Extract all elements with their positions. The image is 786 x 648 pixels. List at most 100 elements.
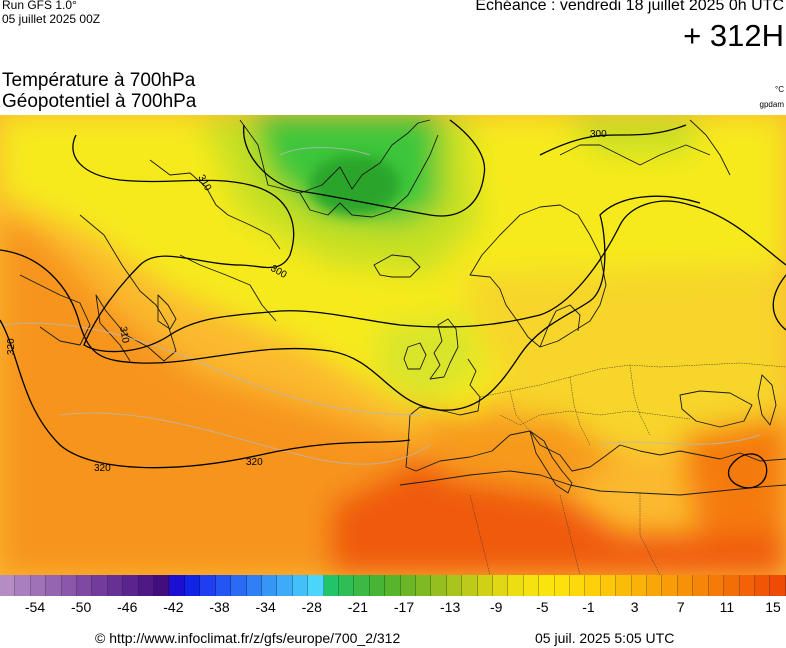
contour-line <box>0 195 701 411</box>
run-date: 05 juillet 2025 00Z <box>2 12 101 26</box>
caspian <box>757 374 777 426</box>
border-line <box>509 390 531 432</box>
novaya-zemlya <box>689 119 731 176</box>
colorbar-cell <box>169 575 185 596</box>
colorbar-cell <box>246 575 262 596</box>
coastlines <box>19 119 786 496</box>
generation-date: 05 juil. 2025 5:05 UTC <box>535 630 675 646</box>
border-line <box>559 494 581 575</box>
canada-coast <box>79 214 177 362</box>
mediterranean-north <box>491 430 786 472</box>
colorbar-tick-label: -5 <box>536 599 549 615</box>
colorbar-tick-label: -9 <box>490 599 503 615</box>
contour-label: 300 <box>590 129 607 140</box>
colorbar-tick-label: -28 <box>301 599 322 615</box>
colorbar-cell <box>138 575 155 596</box>
unit-temperature: °C <box>775 85 784 94</box>
colorbar-tick-label: -17 <box>393 599 415 615</box>
europe-west-coast <box>405 358 493 472</box>
contour-line <box>72 134 786 353</box>
colorbar-tick-label: -46 <box>117 599 138 615</box>
colorbar-cell <box>415 575 432 596</box>
isotherm <box>59 412 431 465</box>
colorbar-cell <box>662 575 678 596</box>
africa-north <box>399 470 786 496</box>
colorbar-cell <box>600 575 617 596</box>
weather-map: 300 300 310 310 320 320 320 <box>0 115 786 575</box>
copyright-url: © http://www.infoclimat.fr/z/gfs/europe/… <box>95 630 401 646</box>
colorbar-tick-label: 3 <box>630 599 639 615</box>
iceland <box>373 254 421 278</box>
greenland-coast <box>239 119 431 194</box>
colorbar-tick-label: -42 <box>163 599 184 615</box>
colorbar-tick-label: -38 <box>209 599 230 615</box>
colorbar-cell <box>708 575 725 596</box>
colorbar-cell <box>61 575 78 596</box>
temperature-colorbar <box>0 575 786 596</box>
colorbar-cell <box>400 575 416 596</box>
hot-zone-africa <box>330 455 786 575</box>
colorbar-cell <box>184 575 201 596</box>
colorbar-cell <box>77 575 93 596</box>
colorbar-cell <box>693 575 709 596</box>
contour-line <box>772 274 786 331</box>
newfoundland <box>157 294 177 330</box>
colorbar-cell <box>539 575 555 596</box>
border-line <box>639 493 661 575</box>
contour-label: 320 <box>246 457 263 468</box>
isotherm <box>0 322 421 416</box>
colorbar-cell <box>446 575 463 596</box>
border-line <box>629 364 651 436</box>
colorbar-cell <box>754 575 771 596</box>
kola-coast <box>559 144 711 166</box>
colorbar-cell <box>354 575 370 596</box>
colorbar-cell <box>677 575 694 596</box>
colorbar-cell <box>770 575 786 596</box>
colorbar-cell <box>631 575 648 596</box>
colorbar-cell <box>0 575 16 596</box>
colorbar-cell <box>323 575 339 596</box>
hudson-bay <box>19 274 91 346</box>
colorbar-cell <box>107 575 124 596</box>
isotherm <box>279 147 371 156</box>
colorbar-cell <box>493 575 509 596</box>
lead-time: + 312H <box>683 18 784 53</box>
contour-label: 320 <box>6 338 17 355</box>
colorbar-cell <box>554 575 571 596</box>
map-title-geopotential: Géopotentiel à 700hPa <box>2 91 197 112</box>
contour-line <box>243 119 486 217</box>
colorbar-cell <box>462 575 478 596</box>
black-sea <box>679 390 753 428</box>
colorbar-cell <box>292 575 309 596</box>
colorbar-cell <box>739 575 755 596</box>
colorbar-cell <box>277 575 293 596</box>
contour-label: 310 <box>117 326 131 345</box>
colorbar-tick-label: 11 <box>719 599 735 615</box>
colorbar-cell <box>508 575 524 596</box>
colorbar-tick-label: -21 <box>347 599 368 615</box>
baltic <box>539 304 581 348</box>
unit-geopotential: gpdam <box>759 100 784 109</box>
colorbar-tick-label: 7 <box>676 599 685 615</box>
greenland-south <box>299 134 439 218</box>
colorbar-cell <box>154 575 170 596</box>
colorbar-tick-label: -54 <box>24 599 46 615</box>
contour-label: 320 <box>94 463 111 474</box>
contour-line <box>539 124 687 156</box>
contour-line <box>0 319 411 469</box>
map-title-temperature: Température à 700hPa <box>2 70 196 91</box>
colorbar-cell <box>523 575 540 596</box>
run-label: Run GFS 1.0° <box>2 0 77 12</box>
geopotential-contours <box>0 119 786 489</box>
colorbar-cell <box>431 575 447 596</box>
warm-zone-west <box>0 215 420 575</box>
hot-zone-east <box>680 415 786 535</box>
colorbar-cell <box>724 575 740 596</box>
colorbar-tick-label: 15 <box>765 599 781 615</box>
colorbar-cell <box>231 575 247 596</box>
border-line <box>469 494 491 575</box>
forecast-valid-time: Echéance : vendredi 18 juillet 2025 0h U… <box>475 0 784 14</box>
colorbar-cell <box>15 575 31 596</box>
colorbar-cell <box>585 575 601 596</box>
border-line <box>479 362 786 398</box>
